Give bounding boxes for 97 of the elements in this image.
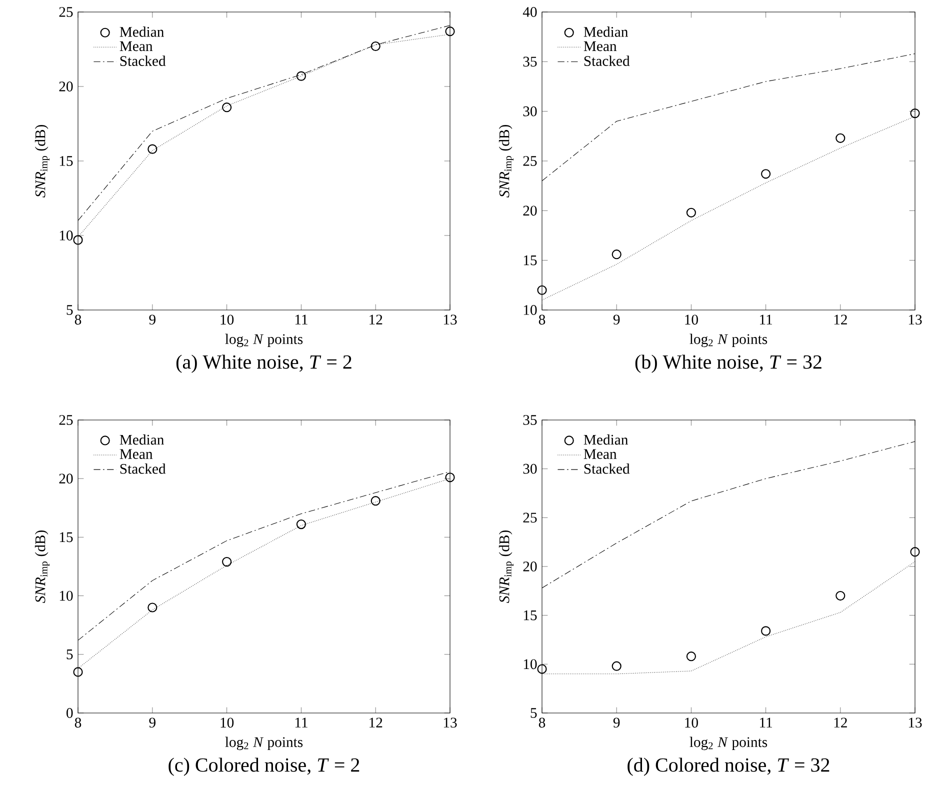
- x-axis-title: log$_{2}$ N points: [690, 736, 768, 750]
- x-tick-label: 12: [370, 718, 382, 728]
- legend-label: Mean: [584, 41, 617, 52]
- legend-label: Stacked: [584, 56, 630, 66]
- y-tick-label: 10: [60, 590, 73, 601]
- point: [73, 667, 83, 677]
- x-tick-label: 11: [760, 718, 772, 728]
- legend-label: Median: [120, 26, 164, 37]
- text: (b) White noise, T = 32: [635, 354, 822, 373]
- y-tick-label: 10: [524, 305, 537, 315]
- y-tick-label: 15: [524, 255, 537, 266]
- x-tick-label: 10: [685, 314, 698, 325]
- legend-label: Stacked: [584, 464, 630, 474]
- y-tick-label: 15: [60, 532, 73, 542]
- x-tick-label: 13: [908, 718, 922, 728]
- x-tick-label: 11: [295, 314, 308, 324]
- x-tick-label: 8: [538, 718, 546, 728]
- y-tick-label: 35: [523, 415, 537, 425]
- point: [910, 108, 920, 118]
- y-axis-title: SNR$_{imp}$ (dB): [498, 124, 514, 198]
- x-tick-label: 12: [370, 314, 382, 324]
- point: [148, 602, 158, 612]
- y-tick-label: 20: [523, 206, 537, 216]
- point: [761, 626, 771, 636]
- x-tick-label: 13: [908, 314, 922, 325]
- y-tick-label: 15: [60, 156, 73, 166]
- x-tick-label: 13: [444, 314, 457, 325]
- legend-label: Median: [584, 26, 628, 37]
- x-tick-label: 12: [834, 314, 847, 324]
- x-tick-label: 13: [444, 718, 457, 728]
- point: [686, 208, 696, 218]
- y-tick-label: 5: [66, 305, 73, 315]
- y-tick-label: 5: [530, 708, 537, 718]
- y-tick-label: 0: [66, 708, 73, 718]
- x-tick-label: 11: [295, 718, 308, 728]
- y-tick-label: 30: [523, 106, 537, 116]
- legend-label: Median: [120, 434, 164, 445]
- point: [222, 556, 232, 567]
- text: (a) White noise, T = 2: [176, 354, 352, 373]
- y-tick-label: 25: [523, 156, 537, 166]
- x-axis-title: log$_{2}$ N points: [225, 334, 303, 348]
- y-tick-label: 35: [523, 56, 537, 67]
- point: [370, 41, 380, 52]
- point: [73, 235, 83, 245]
- x-tick-label: 11: [760, 314, 772, 324]
- point: [148, 144, 158, 154]
- point: [445, 472, 455, 482]
- text: (d) Colored noise, T = 32: [628, 758, 830, 776]
- x-tick-label: 10: [685, 718, 698, 728]
- point: [296, 71, 306, 81]
- x-tick-label: 8: [538, 314, 546, 325]
- y-tick-label: 5: [66, 650, 73, 660]
- x-tick-label: 9: [613, 314, 620, 325]
- y-tick-label: 25: [523, 512, 537, 523]
- x-tick-label: 8: [74, 718, 82, 728]
- point: [836, 133, 846, 143]
- point: [296, 519, 306, 530]
- x-tick-label: 10: [220, 314, 234, 325]
- y-axis-title: SNR$_{imp}$ (dB): [498, 530, 514, 603]
- point: [612, 661, 622, 671]
- x-tick-label: 9: [149, 314, 156, 325]
- y-tick-label: 25: [59, 7, 73, 17]
- legend-label: Stacked: [120, 464, 166, 474]
- legend-label: Mean: [584, 449, 617, 459]
- y-tick-label: 20: [59, 474, 73, 484]
- y-tick-label: 40: [522, 7, 537, 17]
- legend-label: Mean: [120, 41, 153, 52]
- y-tick-label: 15: [524, 610, 537, 620]
- x-tick-label: 9: [149, 718, 156, 728]
- x-axis-title: log$_{2}$ N points: [690, 334, 768, 348]
- x-tick-label: 12: [834, 718, 847, 728]
- point: [222, 102, 232, 112]
- point: [370, 496, 380, 506]
- point: [537, 664, 547, 674]
- point: [836, 590, 846, 601]
- x-axis-title: log$_{2}$ N points: [225, 736, 303, 750]
- point: [445, 26, 455, 36]
- y-tick-label: 10: [524, 659, 537, 670]
- y-tick-label: 20: [523, 562, 537, 572]
- x-tick-label: 9: [613, 718, 620, 728]
- legend-label: Stacked: [120, 56, 166, 66]
- legend-label: Mean: [120, 449, 153, 459]
- point: [612, 250, 622, 260]
- point: [910, 547, 920, 557]
- point: [537, 285, 547, 295]
- text: (c) Colored noise, T = 2: [168, 758, 360, 776]
- y-tick-label: 30: [523, 464, 537, 474]
- point: [686, 652, 696, 662]
- y-tick-label: 20: [59, 82, 73, 92]
- x-tick-label: 10: [220, 718, 234, 728]
- y-tick-label: 10: [60, 230, 73, 240]
- point: [761, 169, 771, 179]
- x-tick-label: 8: [74, 314, 82, 325]
- y-axis-title: SNR$_{imp}$ (dB): [34, 530, 50, 603]
- y-axis-title: SNR$_{imp}$ (dB): [34, 124, 50, 198]
- legend-label: Median: [584, 434, 628, 445]
- y-tick-label: 25: [59, 415, 73, 425]
